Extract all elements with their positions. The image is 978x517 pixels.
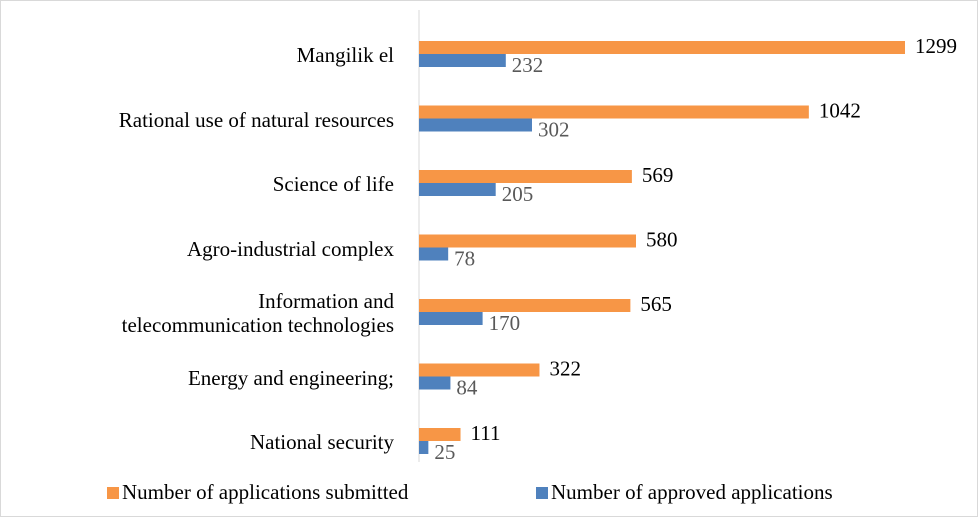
legend-swatch [107, 487, 119, 499]
legend-label: Number of applications submitted [122, 480, 409, 504]
category-label: Information and telecommunication techno… [121, 289, 394, 337]
bar [419, 41, 905, 54]
category-label: Energy and engineering; [187, 365, 394, 390]
value-label: 322 [549, 356, 581, 380]
bar [419, 428, 461, 441]
bar [419, 312, 483, 325]
category-label: Rational use of natural resources [118, 107, 394, 132]
value-label: 1042 [819, 98, 861, 122]
value-label: 569 [642, 163, 674, 187]
value-label: 565 [640, 292, 672, 316]
bar [419, 183, 496, 196]
value-label: 580 [646, 227, 678, 251]
bar [419, 299, 631, 312]
value-label: 111 [471, 421, 501, 445]
legend-label: Number of approved applications [551, 480, 833, 504]
bar [419, 363, 540, 377]
value-label: 302 [538, 117, 570, 141]
category-label: Science of life [272, 172, 394, 196]
value-label: 1299 [915, 34, 957, 58]
bar [419, 247, 449, 261]
value-label: 84 [456, 375, 478, 399]
legend-swatch [536, 487, 548, 499]
bar [419, 441, 429, 454]
value-label: 232 [512, 53, 544, 77]
bar [419, 118, 532, 132]
category-label: Mangilik el [296, 43, 394, 67]
value-label: 78 [454, 246, 475, 270]
bar [419, 170, 632, 183]
bar [419, 105, 809, 119]
value-label: 25 [434, 440, 455, 464]
category-label: National security [249, 430, 394, 454]
bar [419, 376, 451, 390]
category-label: Agro-industrial complex [186, 236, 394, 261]
value-label: 205 [502, 182, 534, 206]
bar [419, 234, 636, 248]
value-label: 170 [489, 311, 521, 335]
bar [419, 54, 506, 67]
